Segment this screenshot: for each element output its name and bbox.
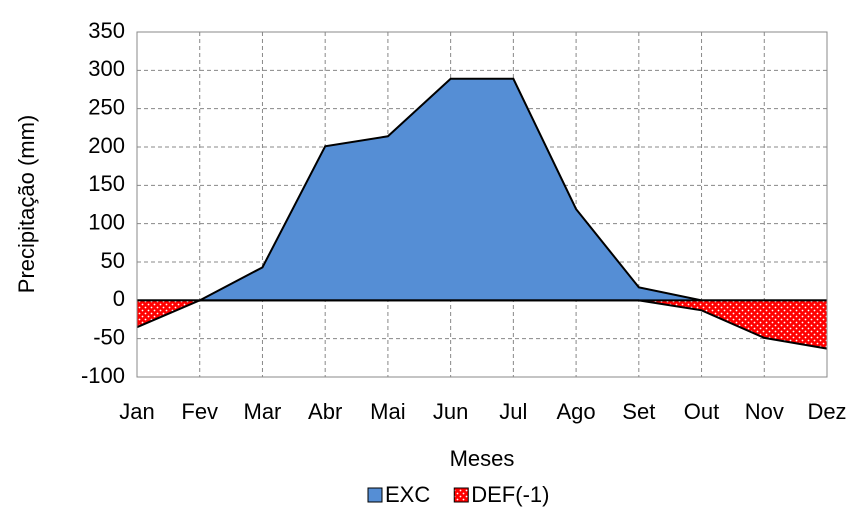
y-tick-label: 100 <box>88 209 125 234</box>
x-tick-label: Jun <box>433 399 468 424</box>
y-tick-label: 300 <box>88 56 125 81</box>
y-tick-label: -100 <box>81 363 125 388</box>
x-tick-label: Abr <box>308 399 342 424</box>
legend-label: DEF(-1) <box>471 482 549 507</box>
x-tick-label: Mar <box>244 399 282 424</box>
x-tick-label: Dez <box>807 399 846 424</box>
x-tick-label: Mai <box>370 399 405 424</box>
x-tick-label: Set <box>622 399 655 424</box>
x-tick-label: Fev <box>181 399 218 424</box>
x-tick-label: Jul <box>499 399 527 424</box>
y-tick-label: 150 <box>88 171 125 196</box>
x-axis-title: Meses <box>450 446 515 471</box>
x-tick-label: Ago <box>557 399 596 424</box>
y-tick-label: 50 <box>101 248 125 273</box>
y-tick-label: -50 <box>93 324 125 349</box>
legend-label: EXC <box>385 482 430 507</box>
area <box>137 300 827 349</box>
plot-border <box>136 31 828 378</box>
x-tick-label: Out <box>684 399 719 424</box>
y-tick-label: 250 <box>88 94 125 119</box>
y-axis-title: Precipitação (mm) <box>14 115 39 293</box>
y-tick-label: 200 <box>88 133 125 158</box>
legend-swatch <box>453 487 469 503</box>
y-tick-label: 350 <box>88 18 125 43</box>
y-tick-label: 0 <box>113 286 125 311</box>
x-tick-label: Nov <box>745 399 784 424</box>
area <box>137 78 827 301</box>
x-tick-label: Jan <box>119 399 154 424</box>
legend-swatch <box>367 487 383 503</box>
